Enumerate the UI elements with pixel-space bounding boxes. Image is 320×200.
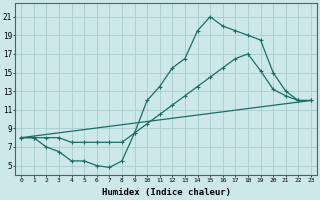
X-axis label: Humidex (Indice chaleur): Humidex (Indice chaleur) xyxy=(101,188,230,197)
